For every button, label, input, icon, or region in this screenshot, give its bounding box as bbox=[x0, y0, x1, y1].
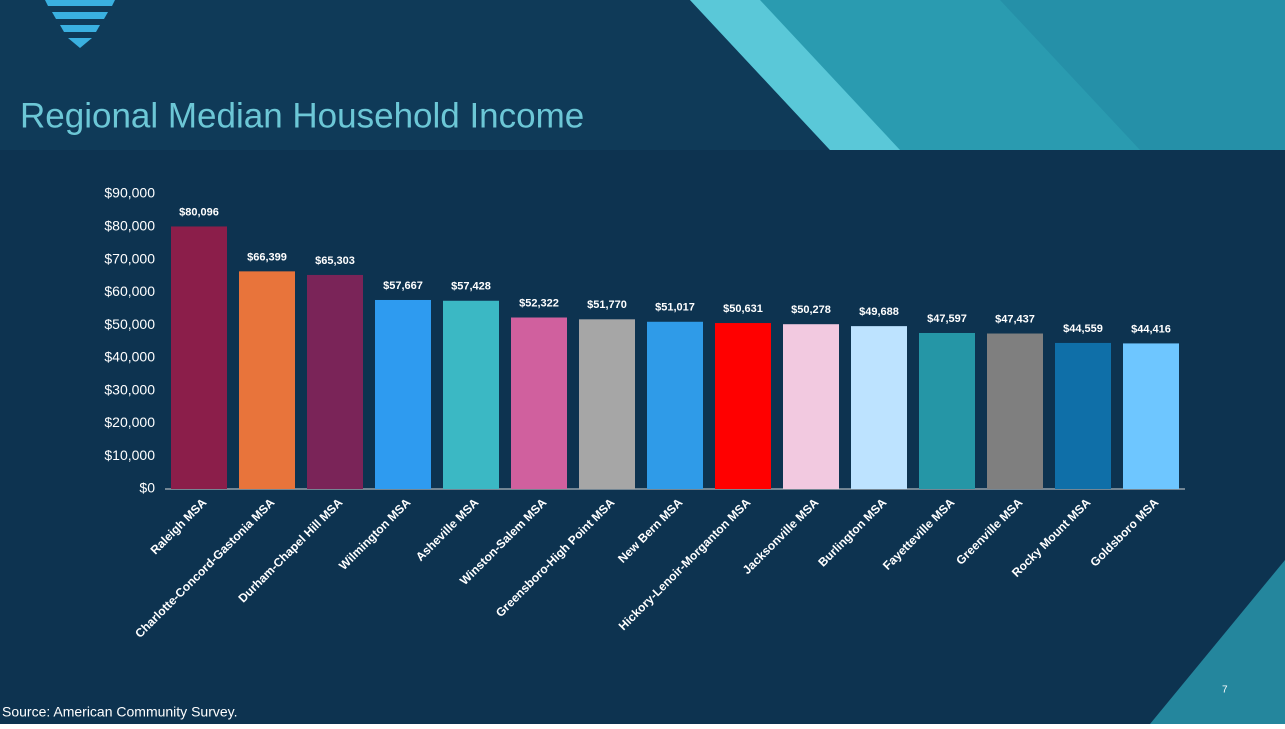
y-tick-label: $30,000 bbox=[104, 381, 155, 397]
bar bbox=[239, 271, 295, 489]
data-label: $57,428 bbox=[451, 281, 491, 293]
bar bbox=[851, 326, 907, 489]
data-label: $80,096 bbox=[179, 206, 219, 218]
bar bbox=[443, 300, 499, 489]
header-shape-2 bbox=[1000, 0, 1285, 150]
bar bbox=[375, 299, 431, 489]
bar bbox=[715, 323, 771, 489]
y-tick-label: $60,000 bbox=[104, 283, 155, 299]
y-tick-label: $0 bbox=[139, 480, 155, 496]
header-stripe bbox=[690, 0, 900, 150]
y-tick-label: $70,000 bbox=[104, 250, 155, 266]
data-label: $49,688 bbox=[859, 306, 899, 318]
bar bbox=[987, 333, 1043, 489]
bar bbox=[171, 226, 227, 489]
bar bbox=[579, 319, 635, 489]
data-label: $51,017 bbox=[655, 302, 695, 314]
data-label: $57,667 bbox=[383, 280, 423, 292]
bar bbox=[1055, 342, 1111, 489]
bar bbox=[919, 332, 975, 489]
data-label: $50,631 bbox=[723, 303, 763, 315]
bar bbox=[1123, 343, 1179, 489]
data-label: $66,399 bbox=[247, 251, 287, 263]
bar bbox=[511, 317, 567, 489]
page-number: 7 bbox=[1222, 685, 1228, 696]
y-tick-label: $40,000 bbox=[104, 349, 155, 365]
y-tick-label: $80,000 bbox=[104, 217, 155, 233]
bar bbox=[647, 321, 703, 489]
data-label: $52,322 bbox=[519, 297, 559, 309]
data-label: $44,559 bbox=[1063, 323, 1103, 335]
logo-stripes bbox=[45, 0, 115, 48]
data-label: $47,437 bbox=[995, 313, 1035, 325]
corner-shape bbox=[1150, 560, 1285, 724]
data-label: $47,597 bbox=[927, 313, 967, 325]
bar bbox=[783, 324, 839, 489]
y-tick-label: $90,000 bbox=[104, 185, 155, 201]
data-label: $50,278 bbox=[791, 304, 831, 316]
y-tick-label: $20,000 bbox=[104, 414, 155, 430]
y-tick-label: $50,000 bbox=[104, 316, 155, 332]
y-tick-label: $10,000 bbox=[104, 447, 155, 463]
data-label: $65,303 bbox=[315, 255, 355, 267]
source-note: Source: American Community Survey. bbox=[2, 704, 238, 720]
data-label: $51,770 bbox=[587, 299, 627, 311]
bar bbox=[307, 274, 363, 489]
data-label: $44,416 bbox=[1131, 323, 1171, 335]
chart-title: Regional Median Household Income bbox=[20, 96, 584, 135]
